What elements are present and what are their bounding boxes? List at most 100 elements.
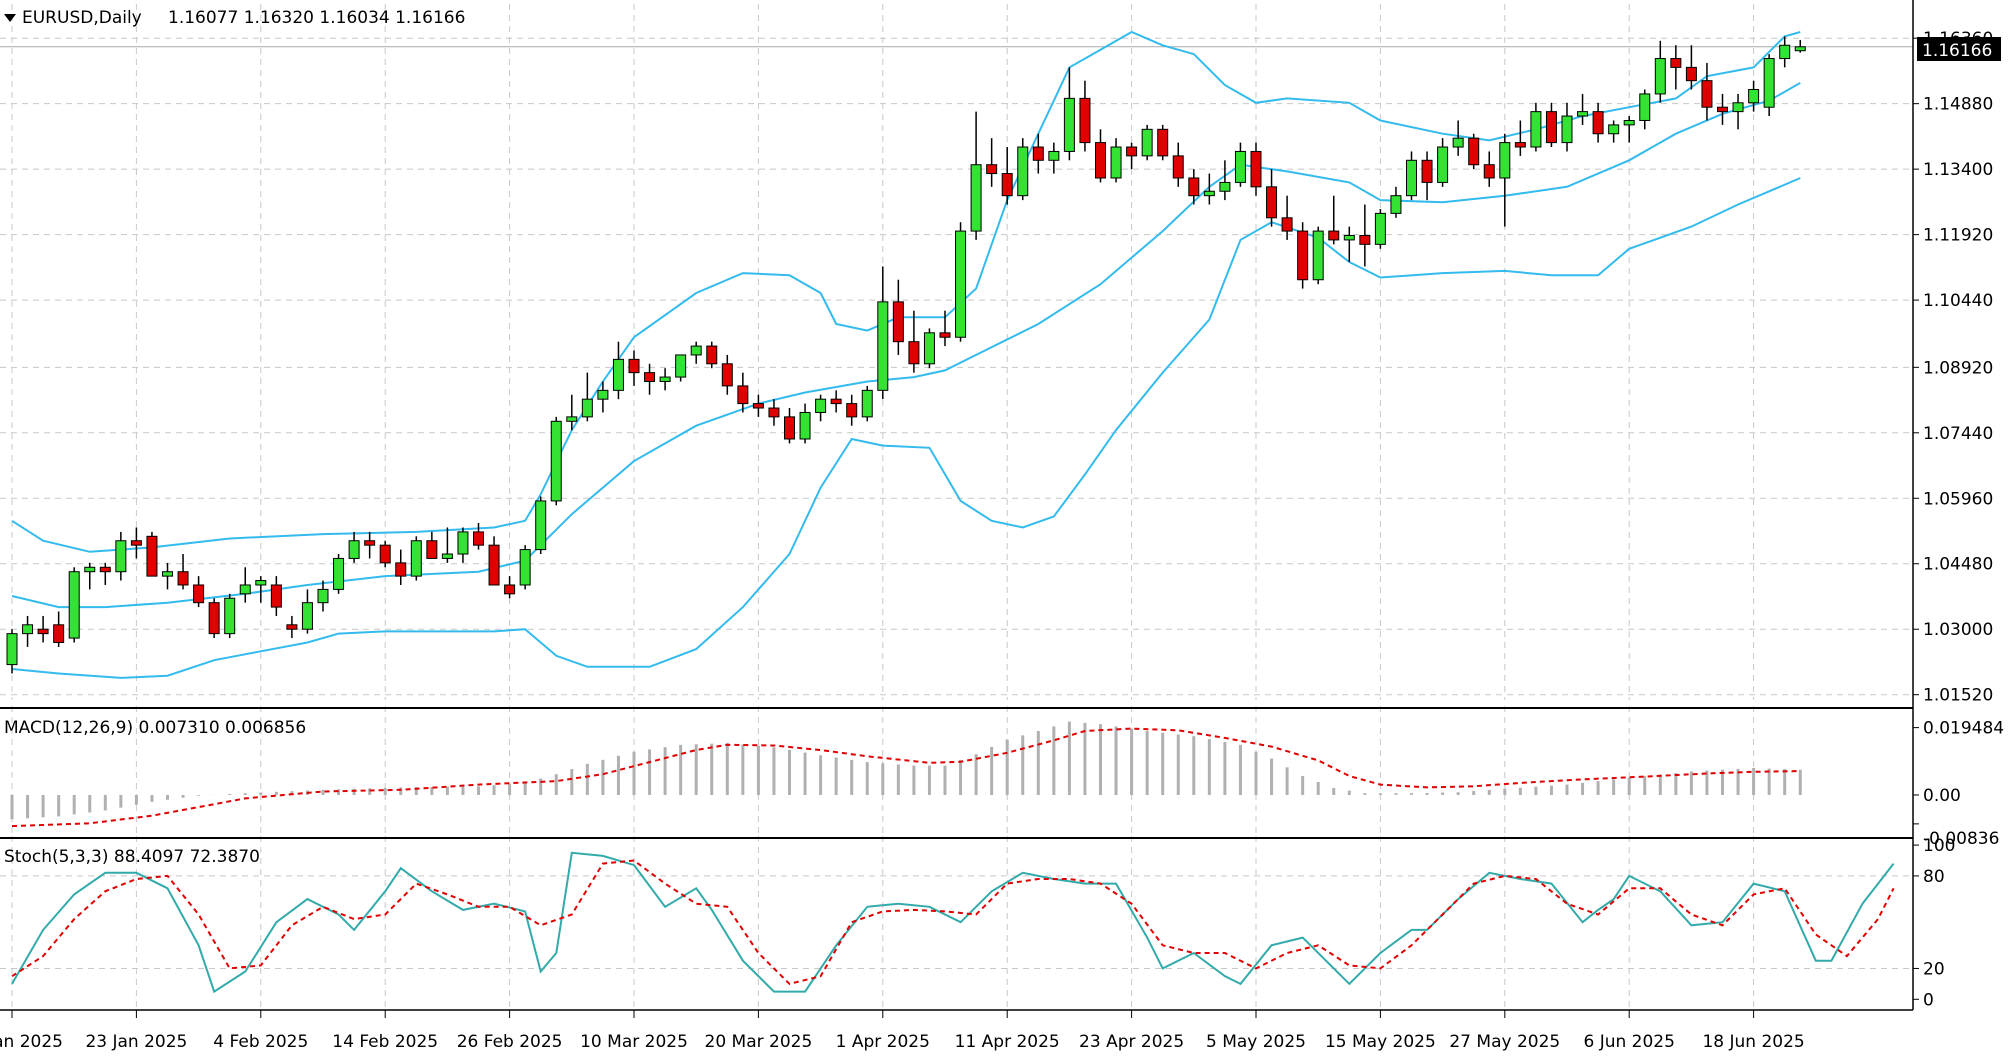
candle-bear [1172,155,1184,179]
symbol-label: EURUSD,Daily [22,8,142,28]
candle-bull [1654,58,1666,95]
candle-bear [473,531,484,546]
candle-bull [566,416,578,422]
stoch-tick-label: 100 [1923,836,1955,856]
candle-bear [706,345,718,365]
candle-bear [1095,142,1106,179]
bb-lower-line [11,177,1801,679]
time-tick-label: 15 May 2025 [1325,1032,1436,1052]
candle-bull [1141,128,1153,157]
candle-bear [628,358,640,374]
candle-bear [504,584,516,595]
candle-bear [892,301,904,343]
candle-bear [1157,128,1169,157]
candle-bear [1592,111,1604,135]
candle-bull [1530,111,1542,148]
price-tick-label: 1.04480 [1923,555,1993,575]
candle-bull [1063,97,1075,152]
candle-bull [333,557,345,590]
candle-bull [1048,150,1060,161]
bollinger-bands [11,30,1801,679]
candle-bull [1219,181,1231,192]
candle-bear [395,562,407,577]
candle-bull [1406,159,1417,197]
current-price-marker: 1.16166 [1917,37,2001,61]
time-tick-label: 1 Apr 2025 [836,1032,930,1052]
time-tick-label: 23 Jan 2025 [85,1032,187,1052]
candle-bull [1374,212,1386,245]
candle-bear [1545,111,1557,144]
candle-bull [1763,58,1775,108]
candle-bear [721,363,733,387]
candle-bull [815,398,827,413]
price-tick-label: 1.07440 [1923,424,1993,444]
candle-bear [286,624,298,630]
chart-header: EURUSD,Daily 1.16077 1.16320 1.16034 1.1… [4,8,465,28]
price-tick-label: 1.03000 [1923,620,1993,640]
time-tick-label: 5 May 2025 [1206,1032,1306,1052]
candle-bull [115,540,127,573]
time-tick-label: 20 Mar 2025 [705,1032,813,1052]
candle-bull [6,633,18,666]
candle-bear [208,602,220,635]
candle-bear [488,544,500,586]
time-tick-label: 26 Feb 2025 [457,1032,563,1052]
candle-bear [1685,66,1697,82]
candle-bear [1297,230,1309,281]
candle-bull [690,345,702,356]
candle-bear [1079,97,1091,144]
candle-bull [535,500,547,551]
stoch-tick-label: 80 [1923,867,1945,887]
candle-bull [659,376,671,382]
candle-bear [1126,146,1138,157]
candle-bull [1794,46,1806,52]
candle-bear [426,540,438,559]
candle-bear [146,535,158,577]
candle-bear [53,624,65,643]
candle-bull [612,358,624,391]
candle-bear [1670,58,1682,68]
candle-bear [939,332,951,338]
candle-bear [193,584,205,604]
candle-bull [68,571,80,639]
stochastic-panel [11,851,1895,994]
candle-bull [84,566,96,573]
candle-bull [675,354,687,378]
candle-bull [1623,119,1635,126]
candle-bear [1359,234,1371,245]
candle-bull [441,553,453,559]
candle-bear [379,544,391,564]
candle-bull [1561,115,1573,144]
stoch-title: Stoch(5,3,3) 88.4097 72.3870 [4,847,260,867]
candle-bull [162,571,173,577]
bb-upper-line [11,30,1801,553]
stoch-signal-line [11,859,1895,986]
candle-bull [1732,102,1744,113]
time-tick-label: 6 Jun 2025 [1583,1032,1674,1052]
grid [0,4,1913,1007]
candle-bull [1779,44,1791,60]
symbol-menu-icon[interactable] [4,14,16,22]
candle-bull [970,164,982,232]
candle-bear [908,341,920,365]
candle-bull [1437,146,1449,183]
price-tick-label: 1.14880 [1923,95,1993,115]
candle-bear [37,628,49,635]
price-tick-label: 1.10440 [1923,291,1993,311]
candle-bull [22,624,34,635]
candle-bull [1748,89,1760,104]
candle-bear [768,407,780,418]
time-tick-label: 27 May 2025 [1449,1032,1560,1052]
candle-bull [581,398,593,418]
candle-bull [1577,111,1589,117]
macd-title: MACD(12,26,9) 0.007310 0.006856 [4,718,306,738]
candle-bull [301,602,313,630]
time-tick-label: 23 Apr 2025 [1079,1032,1184,1052]
candle-bear [1514,142,1526,148]
candle-bull [1639,93,1651,121]
candle-bull [1312,230,1324,281]
candle-bull [519,549,531,586]
candle-bear [177,571,189,586]
